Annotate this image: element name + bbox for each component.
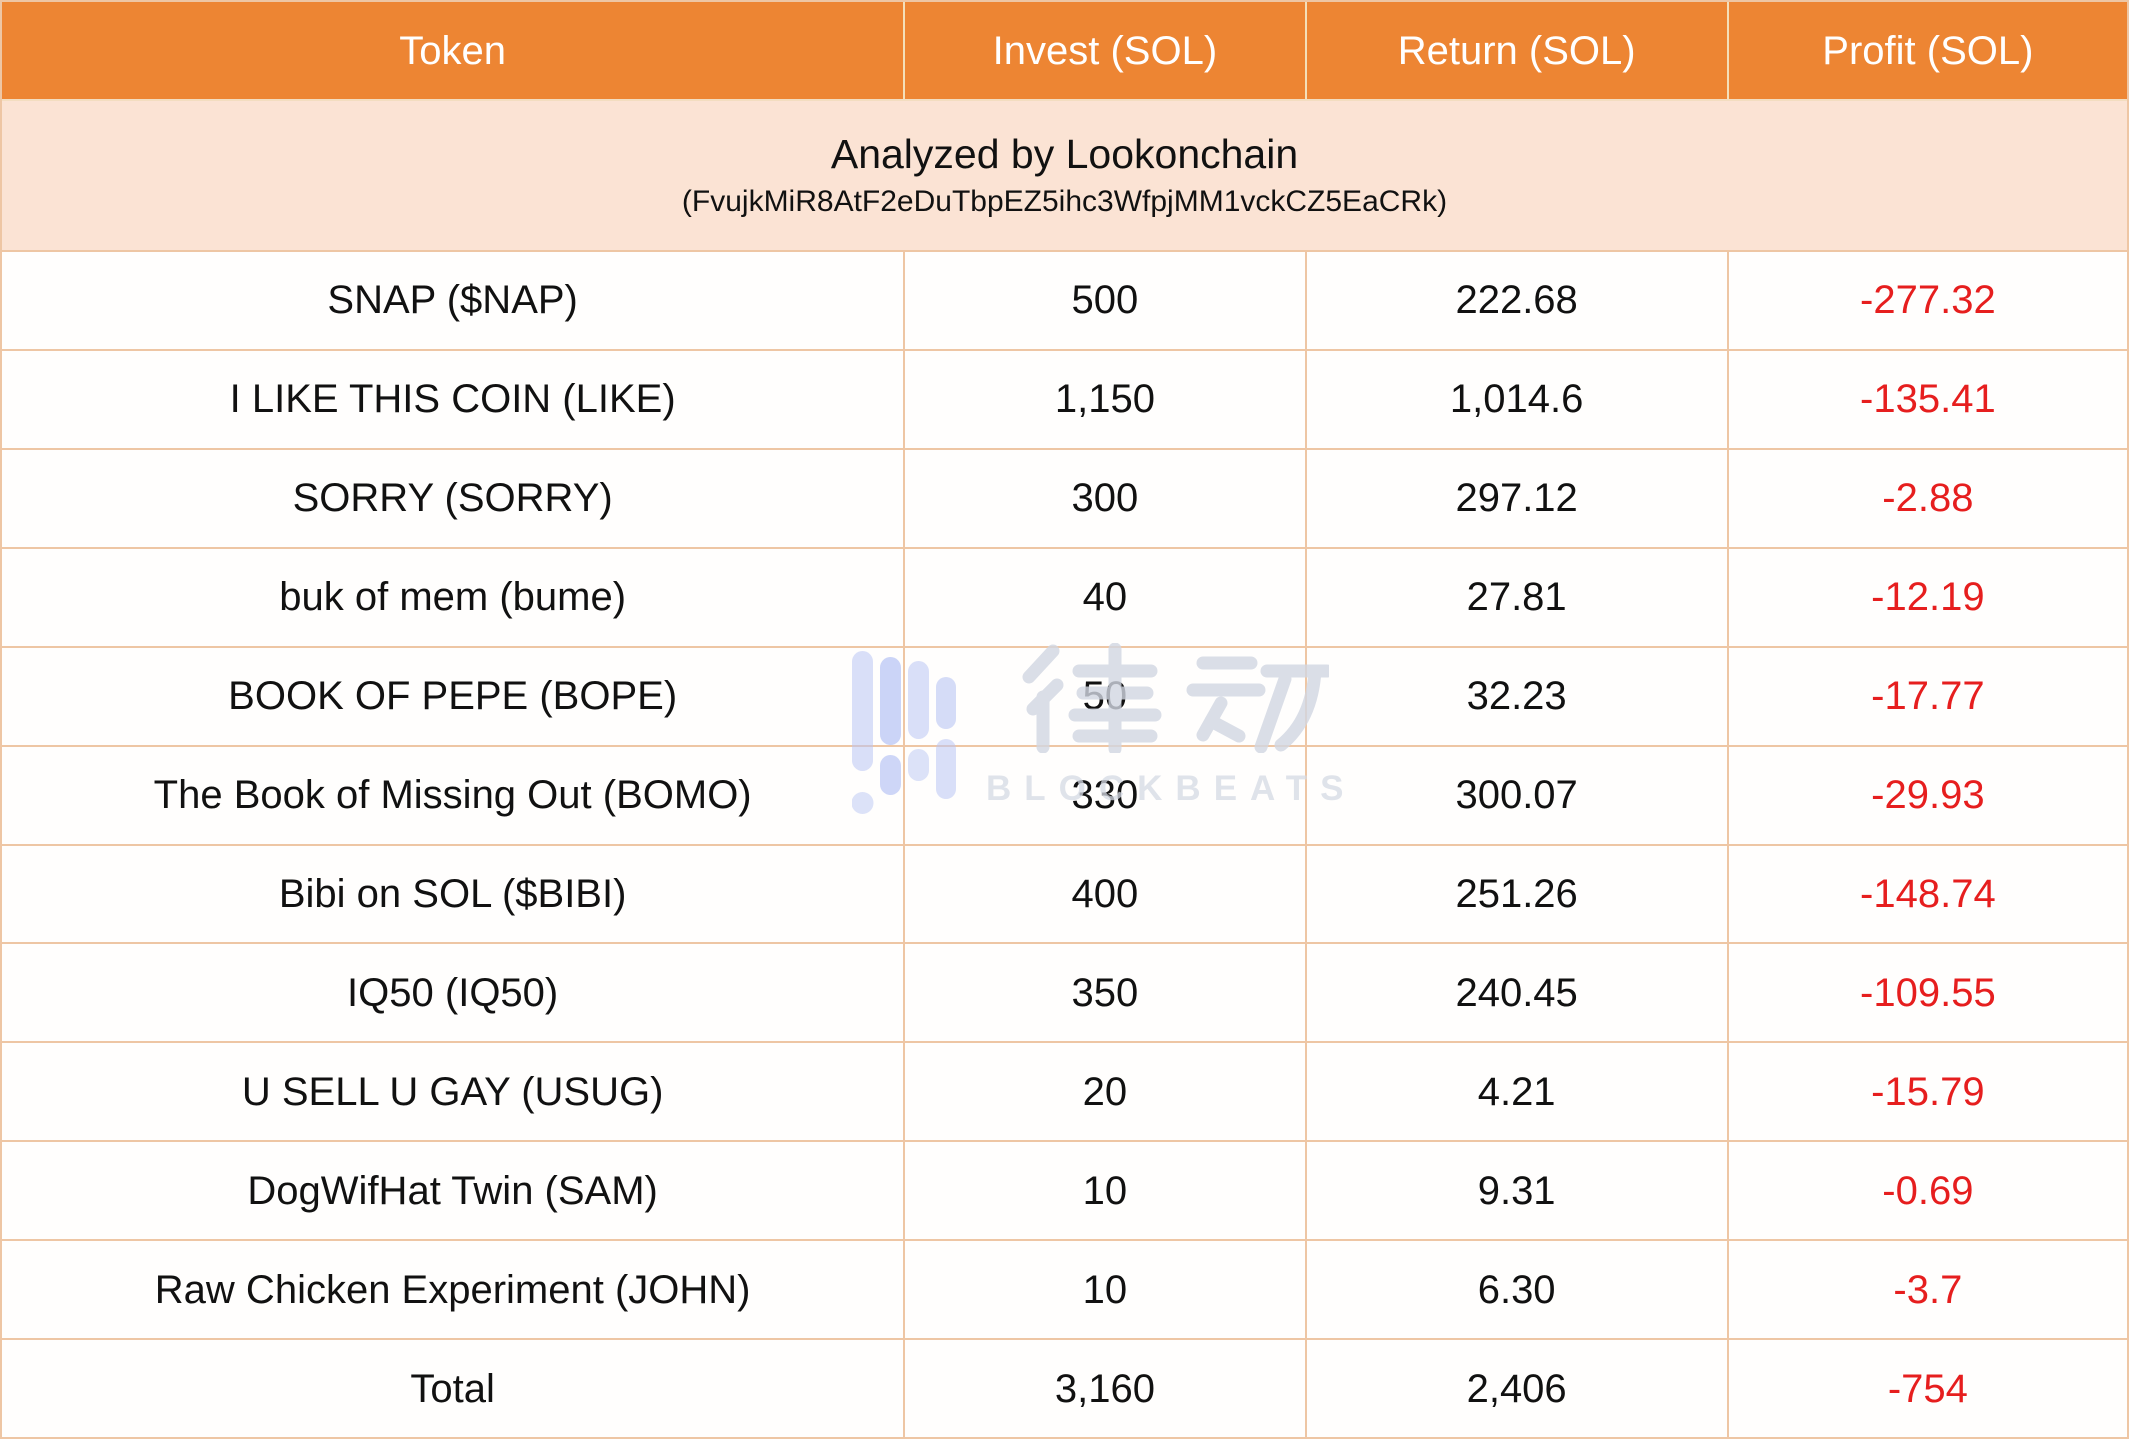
token-cell: SNAP ($NAP) (2, 252, 906, 349)
token-cell: The Book of Missing Out (BOMO) (2, 746, 906, 844)
invest-cell: 10 (905, 1142, 1307, 1240)
profit-cell: -148.74 (1860, 871, 1996, 916)
total-return-cell: 2,406 (1307, 1340, 1729, 1437)
total-label-cell: Total (2, 1340, 906, 1437)
table-row: IQ50 (IQ50) 350 240.45 -109.55 (2, 942, 2127, 1042)
total-profit-cell: -754 (1887, 1366, 1968, 1411)
table-row: Raw Chicken Experiment (JOHN) 10 6.30 -3… (2, 1239, 2127, 1339)
return-cell: 6.30 (1307, 1241, 1729, 1339)
return-cell: 32.23 (1307, 647, 1729, 745)
profit-cell: -135.41 (1860, 377, 1996, 422)
invest-cell: 500 (905, 252, 1307, 349)
invest-cell: 350 (905, 944, 1307, 1042)
token-cell: U SELL U GAY (USUG) (2, 1043, 906, 1141)
invest-cell: 10 (905, 1241, 1307, 1339)
subheader-row: Analyzed by Lookonchain (FvujkMiR8AtF2eD… (2, 99, 2127, 250)
invest-cell: 40 (905, 548, 1307, 646)
col-header-return: Return (SOL) (1307, 2, 1729, 99)
return-cell: 1,014.6 (1307, 350, 1729, 448)
profit-cell: -109.55 (1860, 970, 1996, 1015)
invest-cell: 300 (905, 449, 1307, 547)
table-row: DogWifHat Twin (SAM) 10 9.31 -0.69 (2, 1140, 2127, 1240)
invest-cell: 330 (905, 746, 1307, 844)
table-row: Bibi on SOL ($BIBI) 400 251.26 -148.74 (2, 843, 2127, 943)
token-cell: BOOK OF PEPE (BOPE) (2, 647, 906, 745)
return-cell: 240.45 (1307, 944, 1729, 1042)
token-cell: DogWifHat Twin (SAM) (2, 1142, 906, 1240)
analyzed-by-title: Analyzed by Lookonchain (830, 131, 1299, 178)
invest-cell: 50 (905, 647, 1307, 745)
table-row: The Book of Missing Out (BOMO) 330 300.0… (2, 744, 2127, 844)
col-header-invest: Invest (SOL) (905, 2, 1307, 99)
return-cell: 300.07 (1307, 746, 1729, 844)
return-cell: 251.26 (1307, 845, 1729, 943)
token-cell: IQ50 (IQ50) (2, 944, 906, 1042)
token-cell: Bibi on SOL ($BIBI) (2, 845, 906, 943)
return-cell: 27.81 (1307, 548, 1729, 646)
wallet-address: (FvujkMiR8AtF2eDuTbpEZ5ihc3WfpjMM1vckCZ5… (681, 185, 1448, 219)
return-cell: 297.12 (1307, 449, 1729, 547)
profit-cell: -15.79 (1871, 1069, 1985, 1114)
token-cell: buk of mem (bume) (2, 548, 906, 646)
profit-cell: -277.32 (1860, 278, 1996, 323)
total-invest-cell: 3,160 (905, 1340, 1307, 1437)
invest-cell: 1,150 (905, 350, 1307, 448)
table-row: buk of mem (bume) 40 27.81 -12.19 (2, 546, 2127, 646)
invest-cell: 400 (905, 845, 1307, 943)
profit-cell: -12.19 (1871, 575, 1985, 620)
invest-cell: 20 (905, 1043, 1307, 1141)
table-row: SNAP ($NAP) 500 222.68 -277.32 (2, 250, 2127, 349)
return-cell: 9.31 (1307, 1142, 1729, 1240)
profit-cell: -17.77 (1871, 674, 1985, 719)
total-row: Total 3,160 2,406 -754 (2, 1338, 2127, 1437)
token-cell: I LIKE THIS COIN (LIKE) (2, 350, 906, 448)
col-header-profit: Profit (SOL) (1822, 28, 2034, 73)
return-cell: 4.21 (1307, 1043, 1729, 1141)
profit-cell: -29.93 (1871, 773, 1985, 818)
table-row: U SELL U GAY (USUG) 20 4.21 -15.79 (2, 1041, 2127, 1141)
table-row: SORRY (SORRY) 300 297.12 -2.88 (2, 447, 2127, 547)
table-header-row: Token Invest (SOL) Return (SOL) Profit (… (2, 2, 2127, 99)
table-row: I LIKE THIS COIN (LIKE) 1,150 1,014.6 -1… (2, 348, 2127, 448)
token-cell: SORRY (SORRY) (2, 449, 906, 547)
token-cell: Raw Chicken Experiment (JOHN) (2, 1241, 906, 1339)
profit-cell: -2.88 (1882, 476, 1974, 521)
profit-cell: -0.69 (1882, 1168, 1974, 1213)
table-row: BOOK OF PEPE (BOPE) 50 32.23 -17.77 (2, 645, 2127, 745)
return-cell: 222.68 (1307, 252, 1729, 349)
col-header-token: Token (2, 2, 906, 99)
profit-cell: -3.7 (1893, 1267, 1963, 1312)
